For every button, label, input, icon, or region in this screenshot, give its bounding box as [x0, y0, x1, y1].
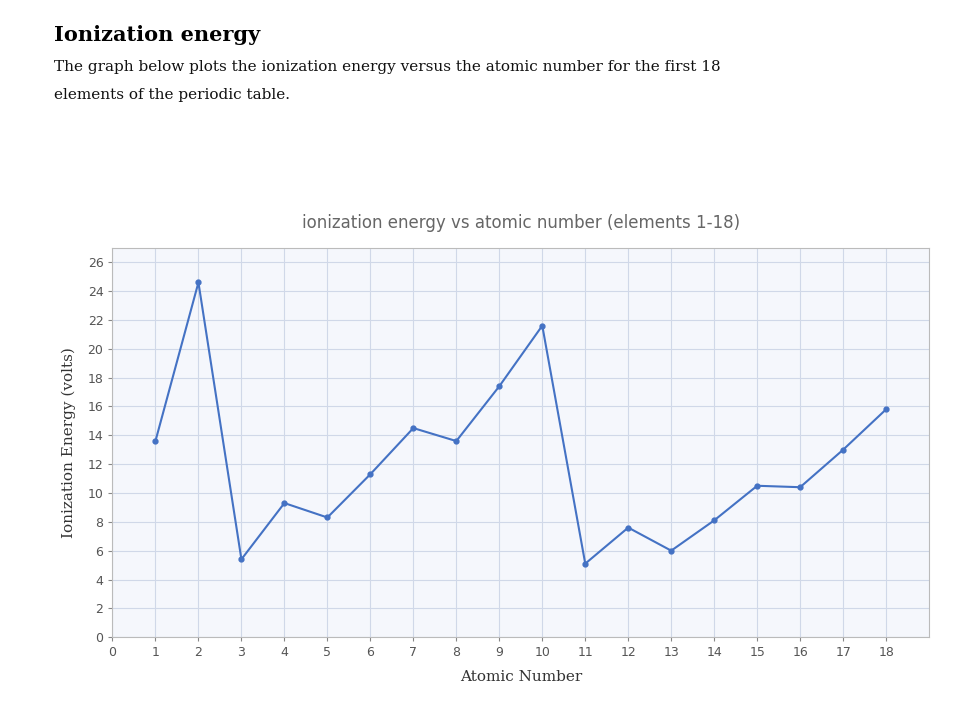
Y-axis label: Ionization Energy (volts): Ionization Energy (volts)	[62, 347, 76, 538]
Text: Ionization energy: Ionization energy	[54, 25, 260, 45]
X-axis label: Atomic Number: Atomic Number	[459, 670, 581, 685]
Title: ionization energy vs atomic number (elements 1-18): ionization energy vs atomic number (elem…	[302, 215, 739, 232]
Text: elements of the periodic table.: elements of the periodic table.	[54, 88, 289, 103]
Text: The graph below plots the ionization energy versus the atomic number for the fir: The graph below plots the ionization ene…	[54, 60, 720, 74]
